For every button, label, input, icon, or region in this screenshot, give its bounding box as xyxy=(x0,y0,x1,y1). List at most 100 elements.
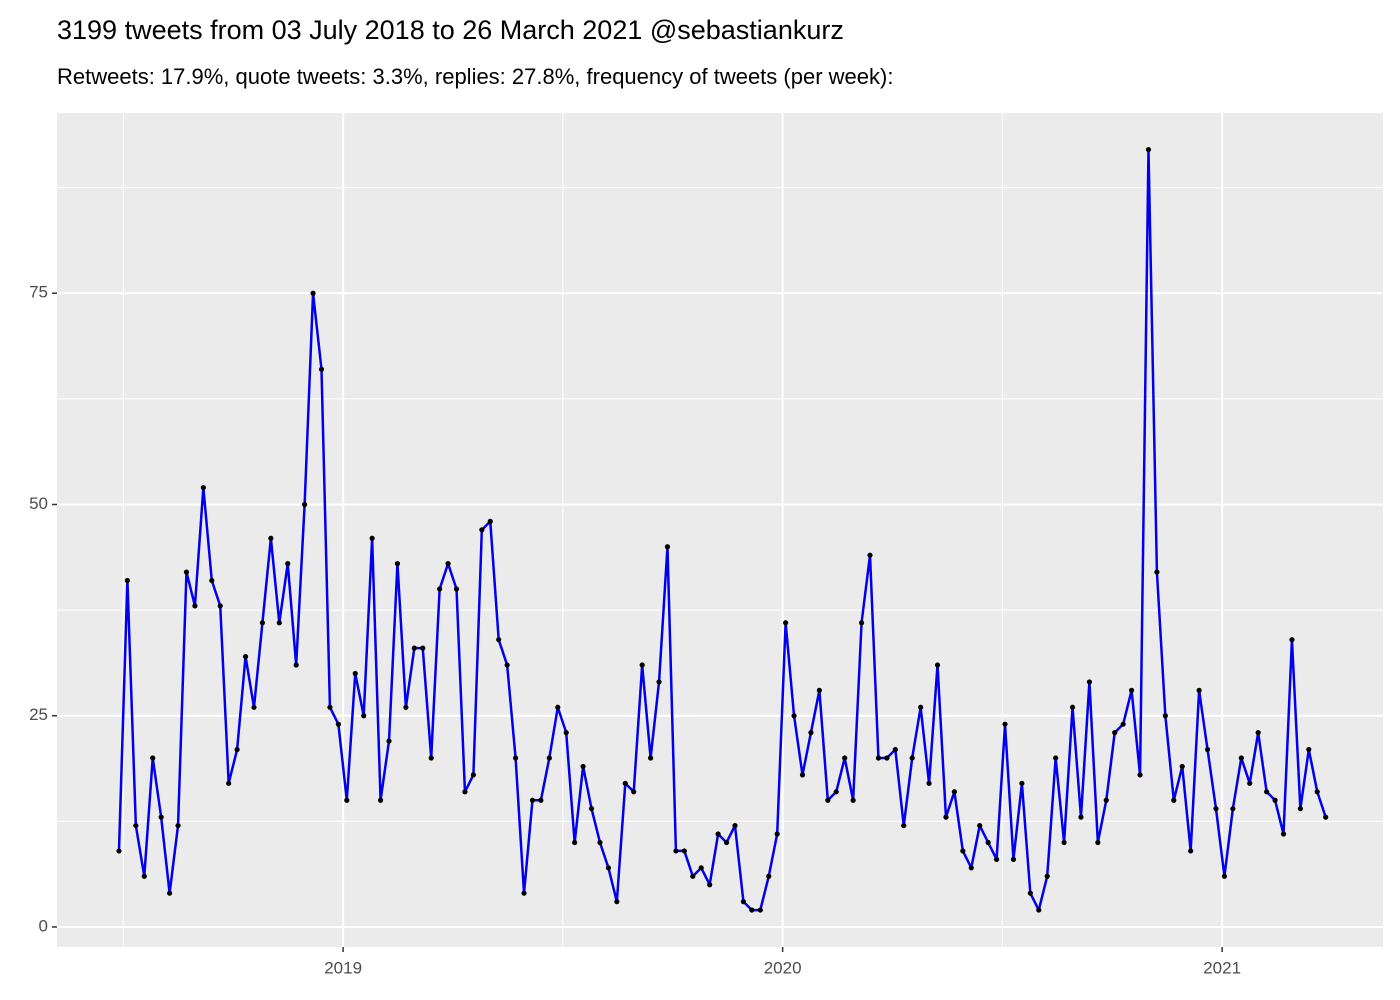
point xyxy=(394,561,401,567)
point xyxy=(1137,772,1143,778)
point xyxy=(1196,687,1202,693)
point xyxy=(377,797,384,803)
point xyxy=(496,637,502,643)
point xyxy=(327,704,333,710)
point xyxy=(985,839,991,846)
point xyxy=(318,366,325,372)
point xyxy=(622,780,628,786)
point xyxy=(529,797,536,803)
point xyxy=(783,620,789,626)
point xyxy=(504,662,510,668)
point xyxy=(302,501,308,508)
y-tick-label: 0 xyxy=(39,916,48,935)
point xyxy=(251,704,257,710)
point xyxy=(546,755,552,761)
point xyxy=(1112,730,1118,736)
x-tick-label: 2021 xyxy=(1203,958,1241,977)
point xyxy=(1280,831,1287,837)
point xyxy=(470,772,476,778)
point xyxy=(1230,806,1236,812)
point xyxy=(512,755,519,761)
point xyxy=(175,822,181,829)
point xyxy=(1272,797,1278,803)
point xyxy=(226,780,232,786)
point xyxy=(1323,814,1329,820)
point xyxy=(901,822,907,829)
point xyxy=(1221,873,1228,879)
point xyxy=(200,484,206,491)
point xyxy=(259,620,266,626)
point xyxy=(993,856,1000,862)
point xyxy=(648,755,654,761)
point xyxy=(1095,839,1101,846)
point xyxy=(1086,679,1093,685)
point xyxy=(1120,721,1126,727)
point xyxy=(1027,890,1033,896)
point xyxy=(816,687,822,693)
point xyxy=(740,899,747,905)
point xyxy=(1264,789,1270,795)
point xyxy=(934,662,941,668)
point xyxy=(403,704,409,710)
point xyxy=(884,755,890,761)
point xyxy=(597,839,603,846)
point xyxy=(605,865,612,871)
point xyxy=(1145,146,1152,153)
point xyxy=(217,603,223,609)
point xyxy=(614,899,620,905)
point xyxy=(766,873,772,879)
point xyxy=(631,789,637,795)
point xyxy=(943,814,949,820)
point xyxy=(1154,569,1160,575)
point xyxy=(867,552,873,558)
point xyxy=(1010,856,1017,862)
point xyxy=(352,670,358,677)
point xyxy=(1204,746,1211,753)
point xyxy=(580,763,586,770)
point xyxy=(150,755,156,761)
point xyxy=(1306,746,1312,753)
point xyxy=(673,848,679,854)
y-tick-label: 25 xyxy=(29,705,48,724)
point xyxy=(918,704,924,710)
point xyxy=(521,890,527,896)
point xyxy=(1061,839,1067,846)
point xyxy=(1179,763,1185,770)
point xyxy=(681,848,687,854)
point xyxy=(732,822,738,829)
chart-title: 3199 tweets from 03 July 2018 to 26 Marc… xyxy=(57,15,844,45)
point xyxy=(1238,755,1244,761)
x-tick-label: 2020 xyxy=(764,958,802,977)
point xyxy=(1247,780,1253,786)
point xyxy=(1188,848,1194,854)
point xyxy=(1213,806,1219,812)
point xyxy=(1297,806,1303,812)
point xyxy=(842,755,848,761)
point xyxy=(1255,730,1261,736)
point xyxy=(192,603,198,609)
point xyxy=(1002,721,1008,727)
point xyxy=(774,831,780,837)
y-tick-label: 50 xyxy=(29,494,48,513)
point xyxy=(133,822,139,829)
point xyxy=(242,653,249,660)
point xyxy=(909,755,915,761)
point xyxy=(968,865,974,871)
point xyxy=(234,746,240,753)
point xyxy=(1069,704,1076,710)
point xyxy=(116,848,122,854)
point xyxy=(335,721,341,727)
point xyxy=(386,738,392,744)
point xyxy=(698,865,704,871)
point xyxy=(428,755,434,761)
point xyxy=(479,527,485,533)
point xyxy=(158,814,164,820)
point xyxy=(951,789,957,795)
point xyxy=(310,290,316,296)
point xyxy=(977,822,983,829)
point xyxy=(1019,780,1025,786)
point xyxy=(487,518,493,524)
point xyxy=(892,746,898,753)
point xyxy=(1078,814,1084,820)
